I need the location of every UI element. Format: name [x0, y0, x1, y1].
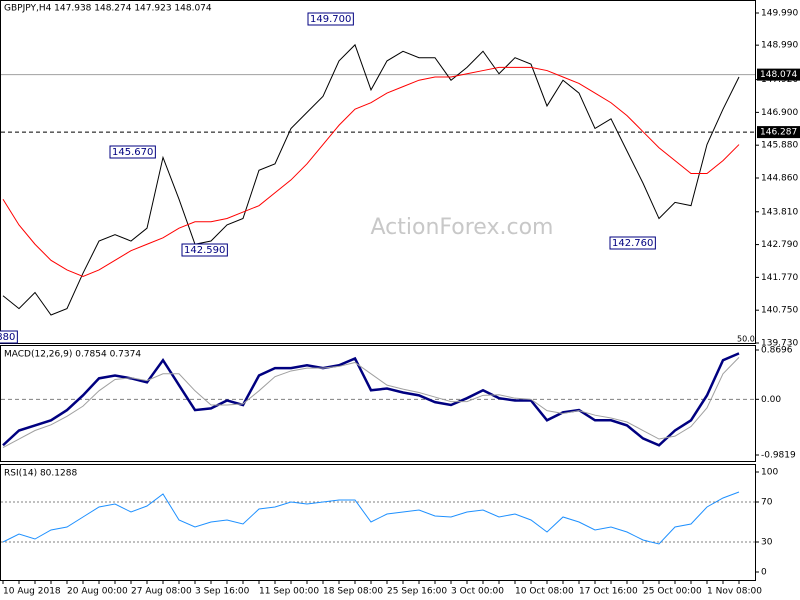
- series-line: [2, 352, 740, 447]
- y-tick-label: 142.790: [761, 240, 798, 250]
- level-label: 148.074: [760, 70, 797, 80]
- x-tick-label: 17 Oct 16:00: [579, 587, 638, 597]
- y-tick-label: 0.8696: [761, 346, 793, 356]
- y-tick-label: 100: [761, 468, 778, 478]
- y-tick-label: 0: [761, 568, 767, 578]
- y-tick-label: 139.730: [761, 339, 798, 349]
- annotation: 142.760: [612, 238, 653, 249]
- y-tick-label: 148.990: [761, 41, 798, 51]
- annotation-box: [109, 145, 156, 159]
- x-tick-label: 10 Oct 08:00: [515, 587, 574, 597]
- y-tick-label: 141.770: [761, 273, 798, 283]
- annotation: 142.590: [184, 245, 225, 256]
- y-tick-label: 30: [761, 538, 773, 548]
- x-tick-label: 20 Aug 00:00: [67, 587, 128, 597]
- price-panel: [0, 0, 756, 344]
- annotation-box: [307, 12, 354, 26]
- level-label: 146.287: [760, 128, 797, 138]
- annotation-box: [609, 236, 656, 250]
- rsi-panel: [0, 464, 756, 581]
- y-tick-label: -0.9819: [761, 451, 796, 461]
- y-tick-label: 144.860: [761, 173, 798, 183]
- y-tick-label: 145.880: [761, 141, 798, 151]
- y-tick-label: 140.750: [761, 306, 798, 316]
- x-tick-label: 25 Oct 00:00: [643, 587, 702, 597]
- annotation: 139.880: [0, 332, 15, 343]
- x-tick-label: 27 Aug 08:00: [131, 587, 192, 597]
- rsi-title: RSI(14) 80.1288: [4, 469, 77, 479]
- macd-panel: [0, 345, 756, 462]
- watermark: ActionForex.com: [371, 215, 554, 240]
- x-tick-label: 18 Sep 08:00: [323, 587, 383, 597]
- series-line: [2, 43, 740, 316]
- annotation: 149.700: [310, 14, 351, 25]
- x-tick-label: 3 Sep 16:00: [195, 587, 250, 597]
- annotation-box: [0, 330, 18, 344]
- level-box: [757, 68, 800, 81]
- series-line: [2, 357, 740, 448]
- x-tick-label: 11 Sep 00:00: [259, 587, 319, 597]
- annotation: 145.670: [112, 147, 153, 158]
- x-tick-label: 3 Oct 00:00: [451, 587, 504, 597]
- macd-title: MACD(12,26,9) 0.7854 0.7374: [4, 350, 141, 360]
- annotation-box: [181, 243, 228, 257]
- y-tick-label: 143.810: [761, 207, 798, 217]
- y-tick-label: 0.00: [761, 395, 781, 405]
- note: 50.0: [737, 335, 755, 344]
- y-tick-label: 149.990: [761, 8, 798, 18]
- y-tick-label: 146.900: [761, 108, 798, 118]
- x-tick-label: 1 Nov 08:00: [707, 587, 762, 597]
- x-tick-label: 25 Sep 16:00: [387, 587, 447, 597]
- series-line: [2, 66, 740, 277]
- level-box: [757, 126, 800, 139]
- series-line: [2, 491, 740, 545]
- chart-title: GBPJPY,H4 147.938 148.274 147.923 148.07…: [4, 4, 212, 14]
- x-tick-label: 10 Aug 2018: [3, 587, 61, 597]
- y-tick-label: 70: [761, 498, 773, 508]
